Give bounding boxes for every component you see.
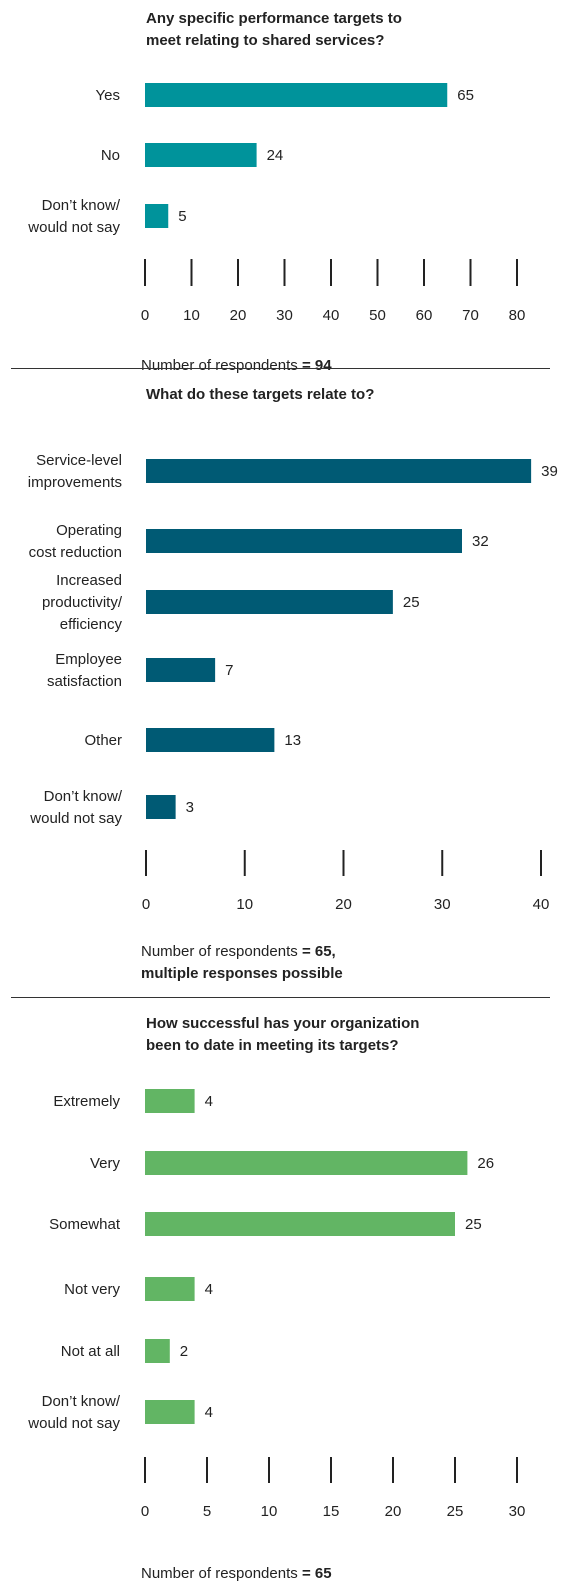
value-label: 26: [477, 1155, 494, 1172]
chart-title: How successful has your organization bee…: [146, 1015, 420, 1054]
category-label: Service-level improvements: [28, 452, 122, 491]
value-label: 24: [267, 147, 284, 164]
tick-label: 30: [276, 307, 293, 324]
category-label: Don’t know/would not say: [27, 197, 121, 236]
bar: [145, 1151, 468, 1175]
value-label: 4: [205, 1281, 213, 1298]
category-label: Not very: [64, 1281, 120, 1298]
category-label: No: [101, 147, 120, 164]
value-label: 39: [541, 463, 558, 480]
tick-label: 10: [261, 1503, 278, 1520]
value-label: 7: [225, 662, 233, 679]
tick-label: 10: [183, 307, 200, 324]
bar: [146, 728, 275, 752]
note-value: = 65: [301, 1565, 332, 1582]
tick-label: 15: [323, 1503, 340, 1520]
note-multiple-responses: multiple responses possible: [141, 965, 343, 982]
category-label: Somewhat: [49, 1216, 121, 1233]
bar-chart-target-areas: 39 Service-level improvements 32 Operating co…: [28, 452, 558, 913]
value-label: 13: [284, 732, 301, 749]
tick-label: 5: [203, 1503, 211, 1520]
value-label: 4: [205, 1404, 213, 1421]
bar-chart-targets: 65 Yes 24 No 5 Don’t know/would not say 0 10 20 3…: [27, 83, 525, 324]
tick-label: 80: [509, 307, 526, 324]
note-value: = 94: [301, 357, 332, 374]
value-label: 2: [180, 1343, 188, 1360]
section-divider: [11, 997, 550, 998]
bar: [146, 795, 176, 819]
tick-label: 0: [141, 307, 149, 324]
tick-label: 0: [141, 1503, 149, 1520]
category-label: Very: [90, 1155, 121, 1172]
category-label: Employee satisfaction: [47, 651, 122, 690]
respondents-note: Number of respondents = 65,: [141, 941, 336, 963]
tick-label: 10: [236, 896, 253, 913]
chart-title: Any specific performance targets to meet…: [146, 10, 402, 49]
tick-label: 40: [533, 896, 550, 913]
bar: [146, 590, 393, 614]
bar: [146, 459, 532, 483]
bar: [145, 83, 448, 107]
tick-label: 25: [447, 1503, 464, 1520]
bar: [145, 1277, 195, 1301]
value-label: 4: [205, 1093, 213, 1110]
chart-title: What do these targets relate to?: [146, 386, 375, 403]
category-label: Yes: [96, 87, 120, 104]
value-label: 65: [457, 87, 474, 104]
bar: [145, 1400, 195, 1424]
note-prefix: Number of respondents: [141, 943, 298, 960]
bar: [145, 1089, 195, 1113]
bar: [146, 658, 216, 682]
value-label: 25: [403, 594, 420, 611]
tick-label: 60: [416, 307, 433, 324]
section-divider: [11, 368, 550, 369]
bar: [145, 1212, 455, 1236]
value-label: 32: [472, 533, 489, 550]
bar: [145, 204, 169, 228]
tick-label: 40: [323, 307, 340, 324]
respondents-note: Number of respondents = 65: [141, 1563, 332, 1585]
tick-label: 0: [142, 896, 150, 913]
tick-label: 30: [509, 1503, 526, 1520]
category-label: Don’t know/would not say: [27, 1393, 121, 1432]
bar: [145, 1339, 170, 1363]
category-label: Extremely: [53, 1093, 120, 1110]
tick-label: 50: [369, 307, 386, 324]
category-label: Not at all: [61, 1343, 120, 1360]
note-prefix: Number of respondents: [141, 1565, 298, 1582]
category-label: Increased productivity/efficiency: [42, 572, 123, 633]
tick-label: 20: [335, 896, 352, 913]
value-label: 3: [186, 799, 194, 816]
note-value: = 65,: [301, 943, 336, 960]
value-label: 5: [178, 208, 186, 225]
category-label: Other: [84, 732, 122, 749]
note-prefix: Number of respondents: [141, 357, 298, 374]
tick-label: 20: [385, 1503, 402, 1520]
bar: [146, 529, 462, 553]
tick-label: 70: [462, 307, 479, 324]
category-label: Don’t know/would not say: [29, 788, 123, 827]
tick-label: 30: [434, 896, 451, 913]
category-label: Operating cost reduction: [29, 522, 122, 561]
tick-label: 20: [230, 307, 247, 324]
bar: [145, 143, 257, 167]
value-label: 25: [465, 1216, 482, 1233]
respondents-note: Number of respondents = 94: [141, 355, 332, 377]
